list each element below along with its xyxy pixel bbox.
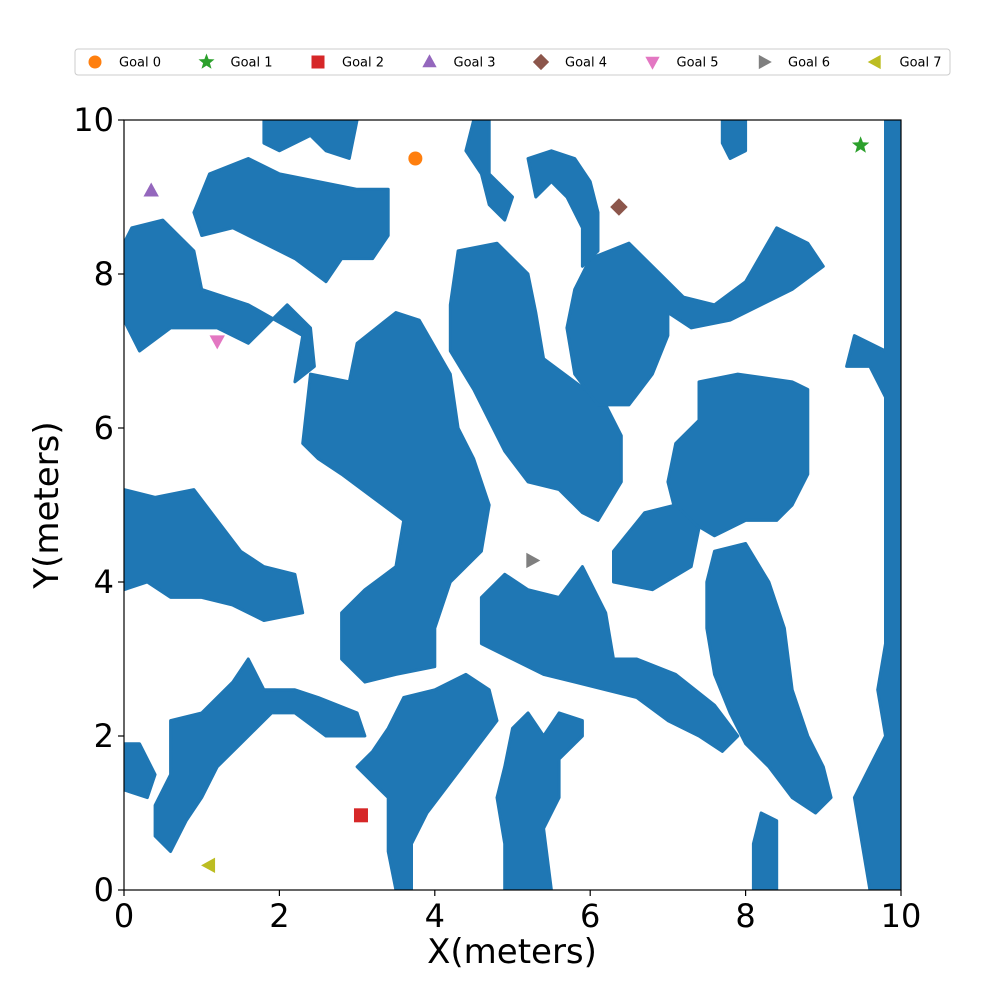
obstacle-right-edge-column xyxy=(845,120,901,890)
x-tick-label-5: 10 xyxy=(881,897,922,935)
legend-label-goal-6: Goal 6 xyxy=(788,56,830,71)
x-axis-ticks: 0 2 4 6 8 10 xyxy=(114,890,922,935)
obstacle-top-left xyxy=(124,218,316,384)
x-tick-label-0: 0 xyxy=(114,897,134,935)
x-tick-label-3: 6 xyxy=(580,897,600,935)
obstacle-center-big xyxy=(301,311,491,684)
y-tick-label-1: 2 xyxy=(94,717,114,755)
legend-marker-goal-0 xyxy=(88,55,102,69)
x-tick-label-2: 4 xyxy=(425,897,445,935)
plot-frame xyxy=(123,119,902,891)
legend-marker-goal-5 xyxy=(645,56,660,70)
y-axis-title: Y(meters) xyxy=(27,421,67,589)
obstacle-center-upper xyxy=(448,241,623,522)
obstacle-top-strand xyxy=(464,120,514,222)
goal-2-marker xyxy=(353,808,368,823)
legend-label-goal-5: Goal 5 xyxy=(677,56,719,71)
obstacle-top-right-strip xyxy=(720,120,748,160)
obstacle-top-curl xyxy=(526,149,600,268)
goal-3-marker xyxy=(143,182,159,197)
obstacle-right-low xyxy=(705,542,833,815)
legend-marker-goal-4 xyxy=(532,53,550,71)
obstacle-bottom-center xyxy=(355,672,499,890)
x-tick-label-1: 2 xyxy=(269,897,289,935)
goal-1-marker xyxy=(851,136,870,153)
legend-label-goal-4: Goal 4 xyxy=(565,56,607,71)
legend-marker-goal-1 xyxy=(198,53,215,69)
legend: Goal 0 Goal 1 Goal 2 Goal 3 Goal 4 Goal 5 Goal… xyxy=(74,48,951,76)
legend-marker-goal-3 xyxy=(422,54,437,68)
obstacle-bottom-left xyxy=(124,742,157,800)
goal-7-marker xyxy=(201,857,216,874)
legend-label-goal-2: Goal 2 xyxy=(342,56,384,71)
legend-marker-goal-7 xyxy=(867,54,881,70)
legend-marker-goal-2 xyxy=(311,55,325,69)
obstacle-bottom-stem xyxy=(495,711,584,890)
x-tick-label-4: 8 xyxy=(735,897,755,935)
goal-4-marker xyxy=(610,198,628,216)
x-axis-title: X(meters) xyxy=(427,932,597,972)
legend-label-goal-3: Goal 3 xyxy=(454,56,496,71)
legend-frame xyxy=(74,48,951,76)
legend-label-goal-1: Goal 1 xyxy=(231,56,273,71)
obstacle-lower-left xyxy=(153,657,367,853)
obstacle-top-strip xyxy=(262,120,359,160)
legend-label-goal-7: Goal 7 xyxy=(900,56,942,71)
obstacle-right-mid xyxy=(666,372,810,538)
y-tick-label-2: 4 xyxy=(94,563,114,601)
obstacle-mid-right-small xyxy=(612,503,701,592)
y-tick-label-5: 10 xyxy=(73,101,114,139)
goal-6-marker xyxy=(526,552,541,569)
y-tick-label-4: 8 xyxy=(94,255,114,293)
obstacle-mid-lower xyxy=(479,565,740,753)
y-tick-label-3: 6 xyxy=(94,409,114,447)
y-axis-ticks: 0 2 4 6 8 10 xyxy=(73,101,124,909)
obstacle-upper-right-blob xyxy=(565,226,825,407)
obstacle-upper-blob xyxy=(192,157,390,284)
goal-0-marker xyxy=(408,151,423,166)
obstacle-bottom-right-stem xyxy=(751,811,779,890)
obstacle-left-side xyxy=(124,488,305,622)
y-tick-label-0: 0 xyxy=(94,871,114,909)
goal-marker-layer xyxy=(143,136,870,874)
legend-label-goal-0: Goal 0 xyxy=(119,56,161,71)
obstacle-layer xyxy=(124,120,901,890)
legend-marker-goal-6 xyxy=(758,54,772,70)
goal-5-marker xyxy=(209,335,225,350)
